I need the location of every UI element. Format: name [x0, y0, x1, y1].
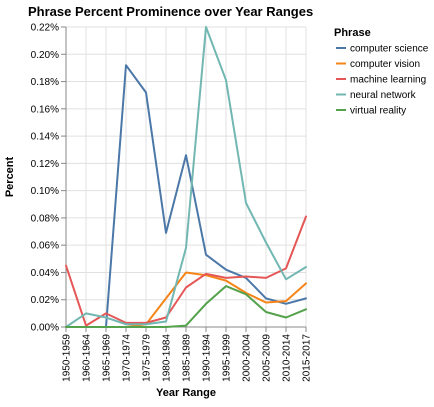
y-tick-label: 0.18% — [31, 77, 59, 88]
x-tick-label: 2000-2004 — [242, 334, 253, 382]
y-tick-label: 0.12% — [31, 159, 59, 170]
y-tick-label: 0.02% — [31, 295, 59, 306]
series-line-machine-learning — [65, 215, 307, 327]
y-tick-label: 0.00% — [31, 323, 59, 334]
x-tick-label: 1960-1964 — [82, 334, 93, 382]
y-tick-label: 0.16% — [31, 104, 59, 115]
series-line-neural-network — [65, 26, 307, 328]
chart-title: Phrase Percent Prominence over Year Rang… — [28, 4, 313, 19]
legend-label-computer-vision: computer vision — [350, 59, 420, 70]
x-tick-label: 1970-1974 — [122, 334, 133, 382]
y-tick-label: 0.06% — [31, 241, 59, 252]
x-tick-label: 1995-1999 — [222, 334, 233, 382]
legend-label-machine-learning: machine learning — [350, 75, 426, 86]
x-tick-label: 1950-1959 — [62, 334, 73, 382]
gridlines — [65, 26, 307, 328]
series-lines — [65, 26, 307, 328]
x-tick-label: 1985-1989 — [182, 334, 193, 382]
x-tick-label: 1965-1969 — [102, 334, 113, 382]
legend-label-virtual-reality: virtual reality — [350, 106, 406, 117]
y-axis-title: Percent — [4, 156, 16, 197]
axes: 0.00% 0.02% 0.04% 0.06% 0.08% 0.10% 0.12% 0.14%… — [31, 23, 313, 382]
y-tick-label: 0.10% — [31, 186, 59, 197]
legend-label-neural-network: neural network — [350, 90, 417, 101]
x-tick-label: 2010-2014 — [282, 334, 293, 382]
x-tick-label: 1990-1994 — [202, 334, 213, 382]
x-tick-label: 1980-1984 — [162, 334, 173, 382]
y-tick-label: 0.08% — [31, 213, 59, 224]
y-tick-label: 0.22% — [31, 23, 59, 34]
legend-title: Phrase — [334, 27, 371, 39]
series-line-virtual-reality — [65, 285, 307, 328]
x-tick-label: 2005-2009 — [262, 334, 273, 382]
legend: Phrase computer science computer vision ma… — [334, 27, 429, 117]
y-tick-label: 0.20% — [31, 50, 59, 61]
x-axis-title: Year Range — [156, 387, 216, 399]
y-tick-label: 0.04% — [31, 268, 59, 279]
legend-label-computer-science: computer science — [350, 44, 429, 55]
y-tick-label: 0.14% — [31, 132, 59, 143]
x-tick-label: 2015-2017 — [302, 334, 313, 382]
x-tick-label: 1975-1979 — [142, 334, 153, 382]
